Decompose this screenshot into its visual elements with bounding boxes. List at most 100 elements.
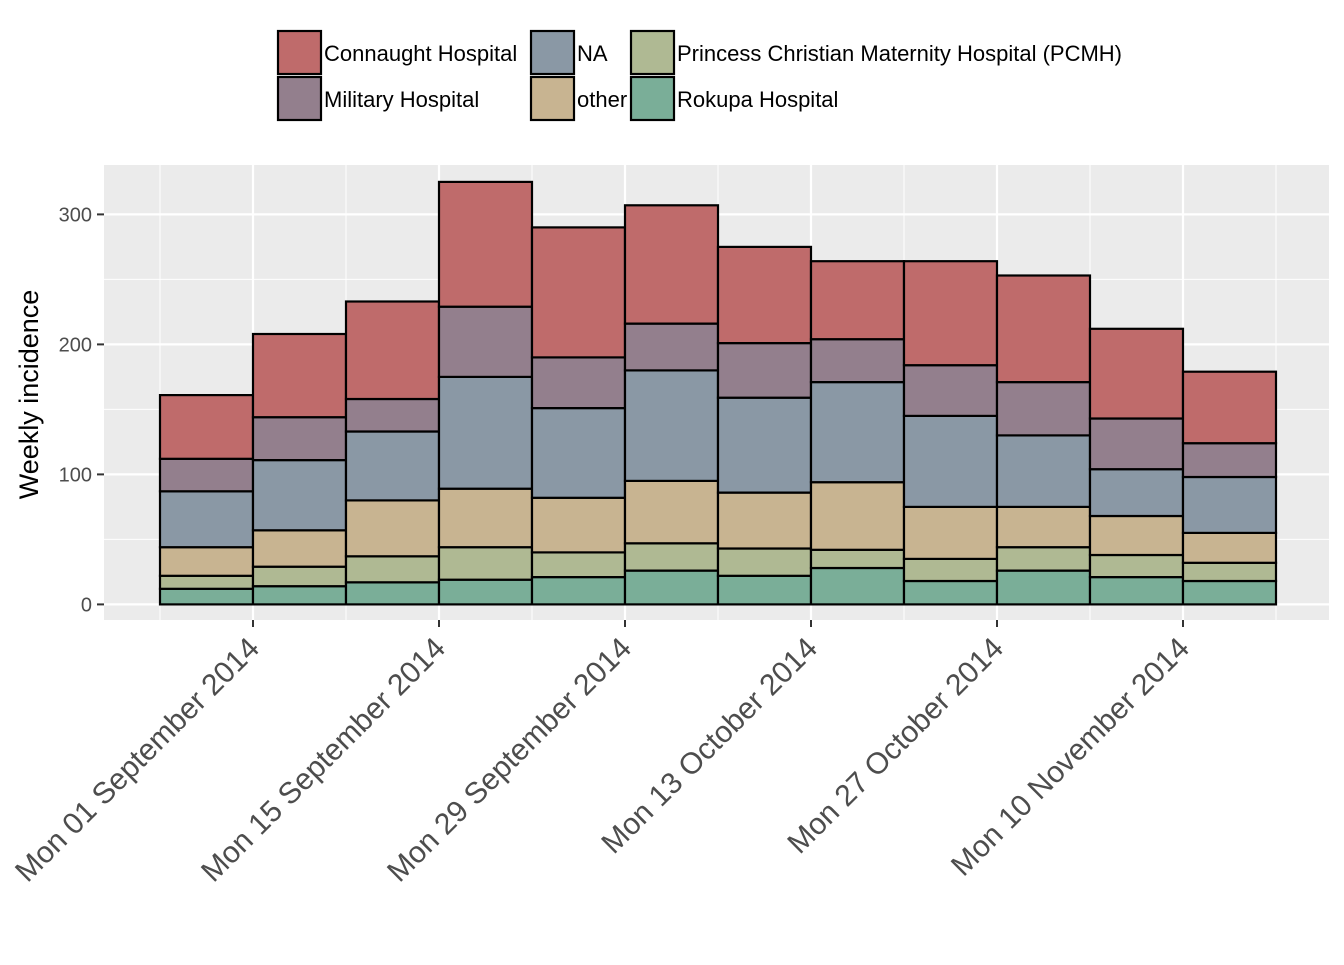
bar-military-hospital (716, 342, 813, 399)
bar-other (902, 505, 999, 560)
bar-princess-christian-maternity-hospital-pcmh (623, 542, 720, 572)
bar-military-hospital (995, 381, 1092, 437)
bar-princess-christian-maternity-hospital-pcmh (530, 551, 627, 579)
bar-other (623, 479, 720, 545)
bar-connaught-hospital (158, 394, 255, 460)
bar-na (530, 407, 627, 499)
bar-na (251, 459, 348, 532)
bar-connaught-hospital (623, 204, 720, 325)
bar-princess-christian-maternity-hospital-pcmh (902, 557, 999, 583)
legend: Connaught Hospital NA Princess Christian M… (276, 29, 1122, 122)
bar-na (1088, 468, 1185, 518)
bar-rokupa-hospital (623, 569, 720, 606)
bar-connaught-hospital (251, 332, 348, 419)
bar-rokupa-hospital (1181, 579, 1278, 606)
legend-swatch (629, 75, 676, 122)
x-tick-label: Mon 27 October 2014 (781, 632, 1010, 861)
bar-other (437, 487, 534, 549)
bar-connaught-hospital (716, 245, 813, 345)
bar-other (1088, 514, 1185, 557)
y-axis-title: Weekly incidence (14, 290, 44, 500)
y-tick-label: 200 (59, 334, 92, 356)
bar-na (995, 434, 1092, 508)
legend-item-connaught-hospital: Connaught Hospital (276, 29, 517, 76)
bar-princess-christian-maternity-hospital-pcmh (437, 546, 534, 581)
legend-label: Connaught Hospital (324, 41, 517, 66)
bar-military-hospital (344, 397, 441, 433)
y-tick-label: 300 (59, 204, 92, 226)
bar-na (344, 430, 441, 502)
bar-military-hospital (809, 338, 906, 384)
bar-na (623, 369, 720, 482)
bar-other (1181, 531, 1278, 564)
legend-swatch (529, 29, 576, 76)
legend-label: Military Hospital (324, 87, 479, 112)
legend-item-na: NA (529, 29, 608, 76)
y-tick-label: 100 (59, 464, 92, 486)
bar-connaught-hospital (437, 180, 534, 308)
bar-na (437, 375, 534, 490)
bar-other (251, 529, 348, 568)
bar-connaught-hospital (344, 300, 441, 401)
legend-swatch (276, 29, 323, 76)
legend-label: Princess Christian Maternity Hospital (P… (677, 41, 1122, 66)
bar-princess-christian-maternity-hospital-pcmh (716, 547, 813, 577)
y-axis: 0 100 200 300 (59, 204, 104, 616)
bar-military-hospital (251, 416, 348, 462)
bar-military-hospital (902, 364, 999, 418)
legend-label: other (577, 87, 627, 112)
bar-other (809, 481, 906, 551)
bar-military-hospital (530, 356, 627, 410)
bar-rokupa-hospital (344, 581, 441, 606)
bar-rokupa-hospital (902, 579, 999, 606)
bar-na (158, 490, 255, 549)
bar-military-hospital (1088, 417, 1185, 471)
bar-princess-christian-maternity-hospital-pcmh (251, 565, 348, 588)
bar-princess-christian-maternity-hospital-pcmh (995, 546, 1092, 572)
bar-military-hospital (623, 322, 720, 372)
bar-na (809, 381, 906, 484)
bar-connaught-hospital (530, 226, 627, 359)
bar-rokupa-hospital (995, 569, 1092, 606)
bar-princess-christian-maternity-hospital-pcmh (1088, 553, 1185, 579)
legend-swatch (529, 75, 576, 122)
bar-military-hospital (158, 457, 255, 493)
bar-connaught-hospital (809, 260, 906, 341)
bar-other (158, 546, 255, 577)
bar-connaught-hospital (1088, 327, 1185, 420)
bar-rokupa-hospital (251, 585, 348, 606)
legend-swatch (629, 29, 676, 76)
bar-rokupa-hospital (158, 587, 255, 606)
bars (158, 180, 1278, 606)
bar-rokupa-hospital (437, 578, 534, 606)
legend-item-military-hospital: Military Hospital (276, 75, 479, 122)
bar-rokupa-hospital (809, 566, 906, 606)
bar-princess-christian-maternity-hospital-pcmh (809, 548, 906, 570)
bar-princess-christian-maternity-hospital-pcmh (158, 574, 255, 590)
bar-na (902, 414, 999, 508)
bar-other (995, 505, 1092, 549)
bar-rokupa-hospital (530, 575, 627, 606)
bar-rokupa-hospital (716, 574, 813, 606)
legend-item-rokupa-hospital: Rokupa Hospital (629, 75, 838, 122)
y-tick-label: 0 (81, 594, 92, 616)
legend-label: NA (577, 41, 608, 66)
bar-princess-christian-maternity-hospital-pcmh (344, 555, 441, 584)
legend-item-other: other (529, 75, 627, 122)
x-tick-label: Mon 13 October 2014 (595, 632, 824, 861)
bar-connaught-hospital (902, 260, 999, 367)
bar-other (530, 496, 627, 554)
bar-connaught-hospital (1181, 370, 1278, 445)
bar-na (716, 396, 813, 494)
legend-item-princess-christian-maternity-hospital-pcmh: Princess Christian Maternity Hospital (P… (629, 29, 1122, 76)
bar-connaught-hospital (995, 274, 1092, 384)
bar-military-hospital (1181, 442, 1278, 479)
bar-other (344, 499, 441, 558)
legend-swatch (276, 75, 323, 122)
bar-princess-christian-maternity-hospital-pcmh (1181, 561, 1278, 583)
legend-label: Rokupa Hospital (677, 87, 838, 112)
bar-other (716, 491, 813, 550)
